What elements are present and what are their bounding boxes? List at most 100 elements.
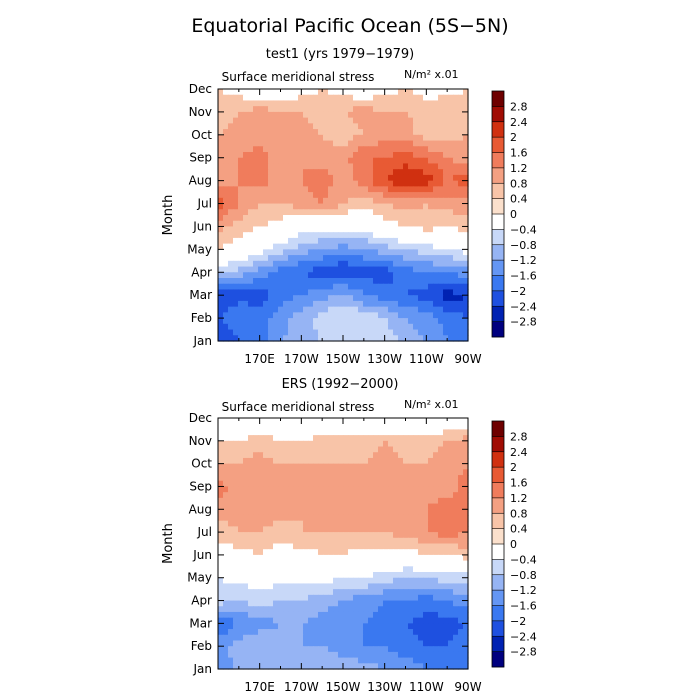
heatmap-cell (343, 237, 349, 245)
heatmap-cell (328, 475, 334, 482)
heatmap-cell (233, 526, 239, 533)
heatmap-cell (383, 526, 389, 533)
heatmap-cell (448, 312, 454, 319)
heatmap-cell (418, 583, 424, 590)
heatmap-cell (228, 577, 234, 585)
heatmap-cell (368, 606, 374, 613)
heatmap-cell (328, 117, 334, 124)
heatmap-cell (368, 640, 374, 647)
heatmap-cell (243, 260, 249, 268)
y-tick-label: Jul (197, 197, 212, 211)
heatmap-cell (433, 514, 439, 522)
heatmap-cell (393, 146, 399, 153)
heatmap-cell (343, 117, 349, 124)
heatmap-cell (238, 226, 244, 233)
heatmap-cell (333, 329, 339, 336)
heatmap-cell (293, 640, 299, 647)
heatmap-cell (343, 169, 349, 176)
heatmap-cell (228, 140, 234, 147)
heatmap-cell (258, 611, 264, 619)
heatmap-cell (228, 566, 234, 573)
heatmap-cell (443, 134, 449, 142)
heatmap-cell (298, 497, 304, 505)
heatmap-cell (413, 520, 419, 527)
heatmap-cell (248, 526, 254, 533)
heatmap-cell (453, 237, 459, 245)
heatmap-cell (228, 197, 234, 205)
heatmap-cell (238, 157, 244, 165)
heatmap-cell (448, 589, 454, 596)
heatmap-cell (373, 520, 379, 527)
heatmap-cell (323, 520, 329, 527)
heatmap-cell (383, 469, 389, 476)
heatmap-cell (248, 215, 254, 222)
heatmap-cell (433, 237, 439, 245)
heatmap-cell (418, 560, 424, 567)
heatmap-cell (258, 418, 264, 425)
heatmap-cell (233, 249, 239, 256)
heatmap-cell (383, 180, 389, 187)
heatmap-cell (288, 123, 294, 130)
heatmap-cell (343, 469, 349, 476)
colorbar-label: 0 (510, 538, 517, 551)
heatmap-cell (268, 440, 274, 448)
heatmap-cell (243, 589, 249, 596)
heatmap-cell (438, 452, 444, 459)
heatmap-cell (283, 100, 289, 107)
heatmap-cell (433, 300, 439, 308)
heatmap-cell (348, 463, 354, 470)
heatmap-cell (433, 295, 439, 302)
heatmap-cell (458, 509, 464, 516)
heatmap-cell (458, 111, 464, 119)
heatmap-cell (413, 497, 419, 505)
heatmap-cell (393, 623, 399, 630)
heatmap-cell (283, 457, 289, 465)
heatmap-cell (388, 123, 394, 130)
heatmap-cell (413, 651, 419, 659)
heatmap-cell (453, 192, 459, 199)
heatmap-cell (433, 589, 439, 596)
heatmap-cell (373, 306, 379, 313)
heatmap-cell (443, 566, 449, 573)
heatmap-cell (318, 306, 324, 313)
heatmap-cell (248, 163, 254, 170)
heatmap-cell (393, 549, 399, 556)
heatmap-cell (258, 617, 264, 624)
heatmap-cell (343, 215, 349, 222)
heatmap-cell (428, 129, 434, 136)
heatmap-cell (308, 163, 314, 170)
heatmap-cell (373, 446, 379, 453)
heatmap-cell (248, 129, 254, 136)
heatmap-cell (463, 203, 469, 210)
heatmap-cell (438, 457, 444, 465)
heatmap-cell (283, 634, 289, 642)
heatmap-cell (288, 174, 294, 182)
heatmap-cell (303, 278, 309, 285)
heatmap-cell (288, 272, 294, 279)
heatmap-cell (408, 475, 414, 482)
heatmap-cell (283, 577, 289, 585)
heatmap-cell (398, 520, 404, 527)
heatmap-cell (278, 423, 284, 430)
heatmap-cell (333, 589, 339, 596)
heatmap-cell (443, 232, 449, 239)
heatmap-cell (313, 629, 319, 636)
heatmap-cell (288, 243, 294, 250)
heatmap-cell (353, 617, 359, 624)
heatmap-cell (283, 152, 289, 159)
heatmap-cell (328, 629, 334, 636)
heatmap-cell (313, 463, 319, 470)
heatmap-cell (363, 572, 369, 579)
heatmap-cell (318, 312, 324, 319)
heatmap-cell (338, 134, 344, 142)
heatmap-cell (308, 497, 314, 505)
heatmap-cell (228, 640, 234, 647)
heatmap-cell (368, 260, 374, 268)
heatmap-cell (433, 255, 439, 262)
heatmap-cell (408, 192, 414, 199)
heatmap-cell (248, 486, 254, 493)
heatmap-cell (293, 192, 299, 199)
heatmap-cell (288, 203, 294, 210)
heatmap-cell (293, 486, 299, 493)
heatmap-cell (443, 446, 449, 453)
